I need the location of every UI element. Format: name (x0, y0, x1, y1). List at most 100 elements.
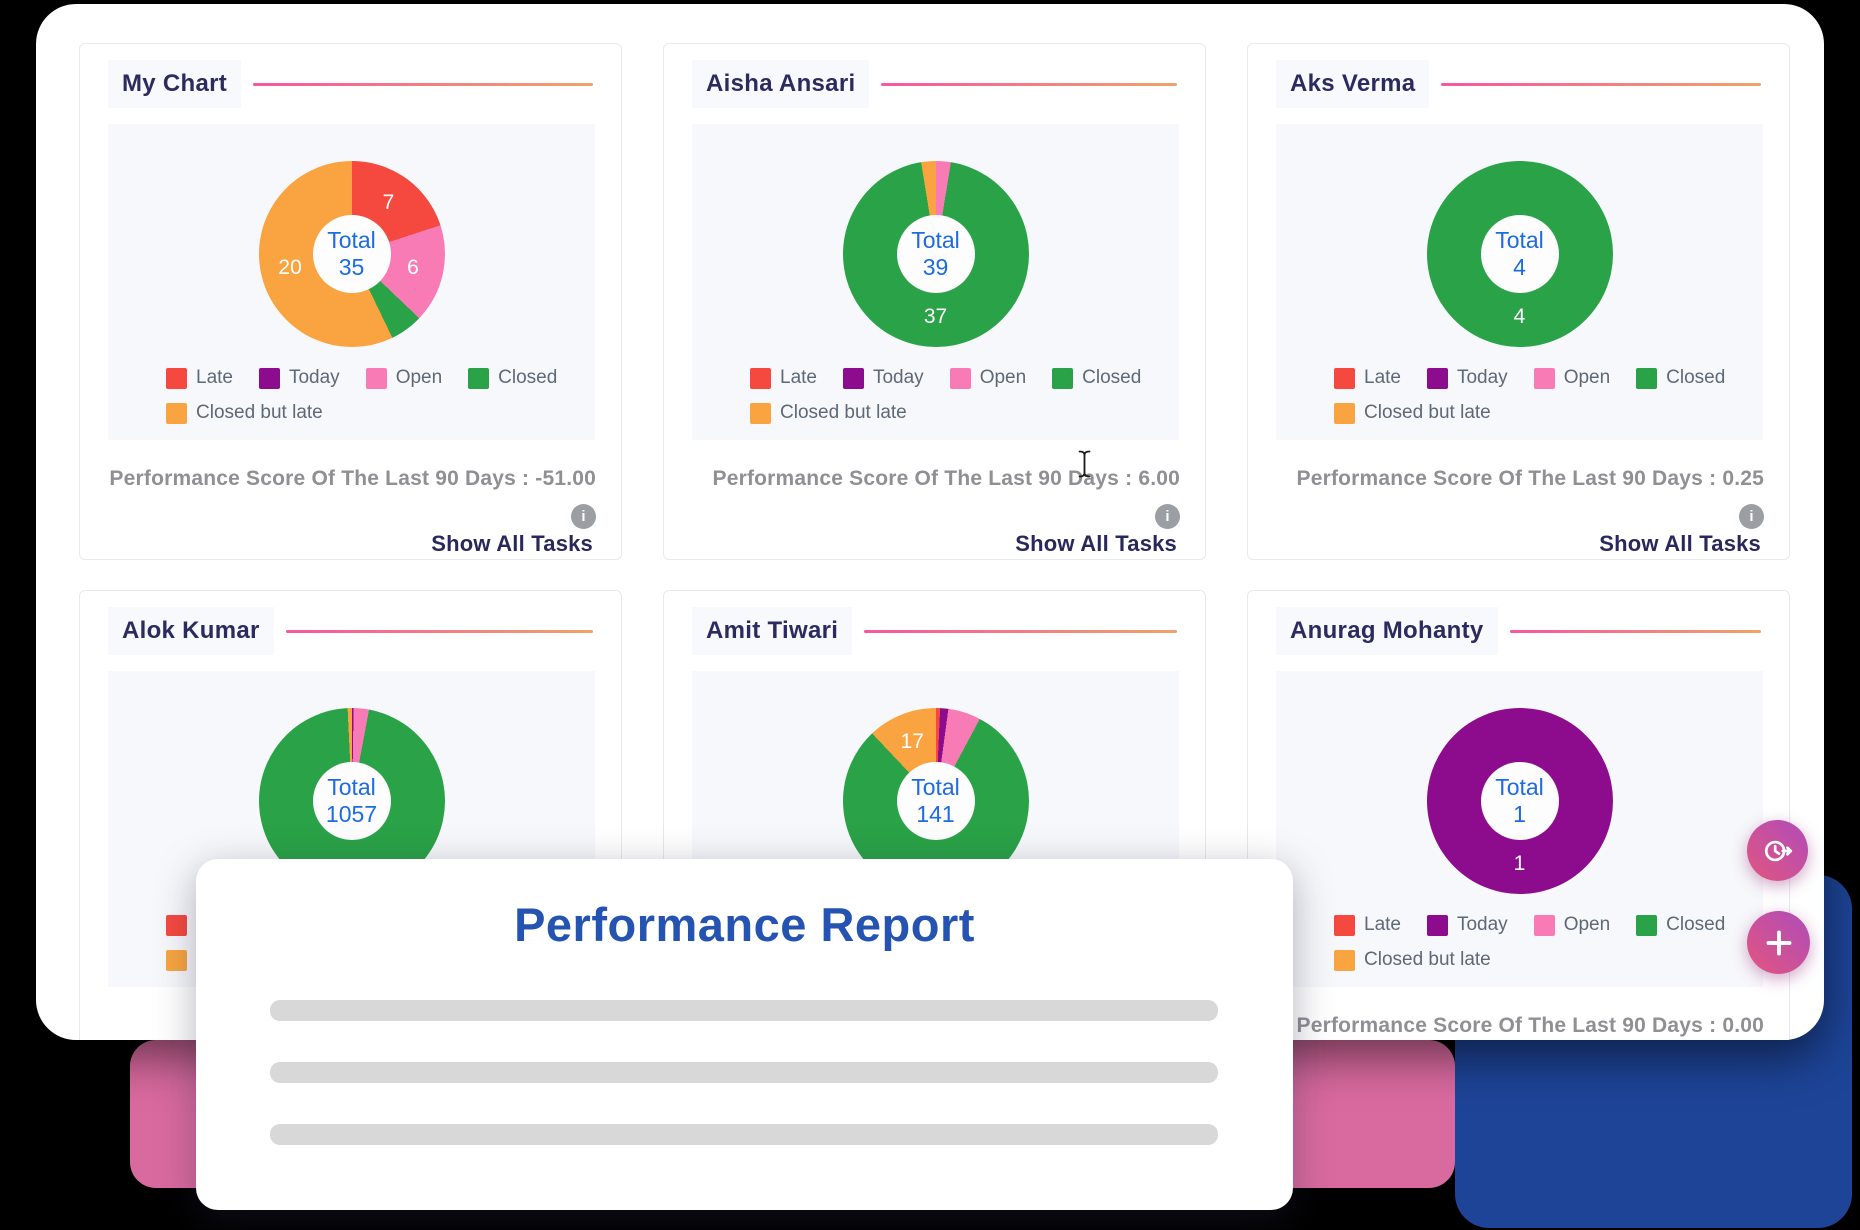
donut-center: Total 35 (312, 215, 391, 293)
donut-center: Total 39 (896, 215, 975, 293)
card-title: Aks Verma (1276, 60, 1430, 108)
history-fab-button[interactable] (1747, 820, 1808, 881)
legend-item[interactable]: Closed (1052, 367, 1141, 389)
legend-item[interactable]: Closed but late (1334, 402, 1491, 424)
legend-swatch (166, 914, 187, 936)
header-underline (864, 629, 1177, 633)
show-all-tasks-link[interactable]: Show All Tasks (1015, 531, 1177, 556)
performance-score: Performance Score Of The Last 90 Days : … (107, 463, 596, 529)
card-header: My Chart (108, 60, 593, 108)
legend-swatch (1533, 367, 1555, 389)
performance-score-text: Performance Score Of The Last 90 Days : … (1296, 1014, 1764, 1037)
legend-item[interactable]: Late (750, 367, 817, 389)
legend-item[interactable]: Today (1426, 367, 1508, 389)
donut-center: Total 4 (1480, 215, 1559, 293)
legend-label: Today (1456, 367, 1508, 388)
slice-value-label: 4 (1513, 305, 1526, 328)
total-label: Total (1495, 774, 1544, 800)
donut-ring[interactable]: Total 35 7 6 20 (258, 161, 445, 347)
slice-value-label: 6 (407, 256, 419, 280)
show-all-tasks-link[interactable]: Show All Tasks (431, 531, 593, 556)
legend-label: Closed (1666, 914, 1726, 935)
donut-center: Total 1057 (312, 762, 391, 840)
report-placeholder-bar (270, 1062, 1218, 1083)
info-icon[interactable]: i (1155, 504, 1180, 529)
legend-item[interactable]: Open (949, 367, 1027, 389)
legend-item[interactable]: Closed (1636, 914, 1725, 936)
total-value: 35 (338, 254, 365, 280)
legend-item[interactable]: Closed but late (166, 402, 323, 424)
legend-item[interactable]: Today (842, 367, 924, 389)
legend-swatch (1334, 914, 1355, 936)
legend-item[interactable]: Closed but late (1334, 949, 1491, 971)
performance-score-text: Performance Score Of The Last 90 Days : … (712, 467, 1180, 490)
donut-ring[interactable]: Total 1 1 (1426, 708, 1613, 894)
total-label: Total (1495, 227, 1544, 253)
donut-chart: Total 35 7 6 20 Late Today Open Closed Closed … (108, 124, 595, 440)
legend-swatch (1426, 914, 1448, 936)
chart-legend: Late Today Open Closed Closed but late (1334, 367, 1755, 424)
chart-legend: Late Today Open Closed Closed but late (750, 367, 1171, 424)
info-icon[interactable]: i (571, 504, 596, 529)
legend-swatch (1636, 914, 1658, 936)
legend-label: Late (1364, 914, 1401, 935)
donut-ring[interactable]: Total 4 4 (1426, 161, 1613, 347)
legend-swatch (1533, 914, 1555, 936)
legend-swatch (166, 367, 187, 389)
legend-swatch (1334, 402, 1355, 424)
donut-center: Total 141 (896, 762, 975, 840)
card-header: Alok Kumar (108, 607, 593, 655)
donut-center: Total 1 (1480, 762, 1559, 840)
card-header: Aks Verma (1276, 60, 1761, 108)
total-value: 4 (1513, 254, 1526, 280)
legend-label: Closed but late (196, 402, 323, 423)
performance-card: My Chart Total 35 7 6 20 Late Today Open Clos… (79, 43, 622, 560)
total-label: Total (327, 774, 376, 800)
card-title: My Chart (108, 60, 242, 108)
info-icon[interactable]: i (1739, 504, 1764, 529)
card-header: Anurag Mohanty (1276, 607, 1761, 655)
total-value: 1 (1513, 801, 1526, 827)
legend-item[interactable]: Open (1533, 914, 1610, 936)
legend-label: Today (1456, 914, 1508, 935)
legend-swatch (166, 949, 187, 971)
card-title: Aisha Ansari (692, 60, 870, 108)
legend-swatch (750, 402, 771, 424)
donut-ring[interactable]: Total 39 37 (842, 161, 1029, 347)
chart-legend: Late Today Open Closed Closed but late (1334, 914, 1755, 971)
legend-swatch (1052, 367, 1074, 389)
report-placeholder-bar (270, 1000, 1218, 1021)
report-title: Performance Report (514, 898, 975, 951)
legend-item[interactable]: Late (1334, 914, 1401, 936)
slice-value-label: 7 (382, 191, 395, 215)
performance-card: Alok Kumar Total 1057 LateTodayOpenClose… (79, 590, 622, 1040)
legend-label: Closed but late (1364, 402, 1491, 423)
add-fab-button[interactable] (1747, 911, 1810, 974)
legend-item[interactable]: Closed (1636, 367, 1725, 389)
performance-score: Performance Score Of The Last 90 Days : … (1275, 463, 1764, 529)
legend-label: Closed but late (1364, 949, 1491, 970)
legend-item[interactable]: Today (258, 367, 340, 389)
legend-swatch (166, 402, 187, 424)
legend-item[interactable]: Closed (468, 367, 557, 389)
legend-label: Closed (498, 367, 558, 388)
performance-score-text: Performance Score Of The Last 90 Days : … (1296, 467, 1764, 490)
legend-item[interactable]: Closed but late (750, 402, 907, 424)
dashboard-panel: My Chart Total 35 7 6 20 Late Today Open Clos… (36, 4, 1824, 1040)
legend-item[interactable]: Open (365, 367, 442, 389)
legend-label: Late (196, 367, 233, 388)
donut-chart: Total 39 37 Late Today Open Closed Closed bu… (692, 124, 1179, 440)
slice-value-label: 17 (900, 730, 924, 754)
legend-item[interactable]: Open (1533, 367, 1610, 389)
card-title: Alok Kumar (108, 607, 274, 655)
header-underline (285, 629, 593, 633)
legend-item[interactable]: Today (1426, 914, 1508, 936)
legend-swatch (949, 367, 971, 389)
legend-label: Open (979, 367, 1027, 388)
plus-icon (1761, 925, 1797, 961)
legend-label: Closed but late (780, 402, 907, 423)
donut-chart: Total 1 1 Late Today Open Closed Closed but … (1276, 671, 1763, 987)
legend-item[interactable]: Late (166, 367, 233, 389)
show-all-tasks-link[interactable]: Show All Tasks (1599, 531, 1761, 556)
legend-item[interactable]: Late (1334, 367, 1401, 389)
